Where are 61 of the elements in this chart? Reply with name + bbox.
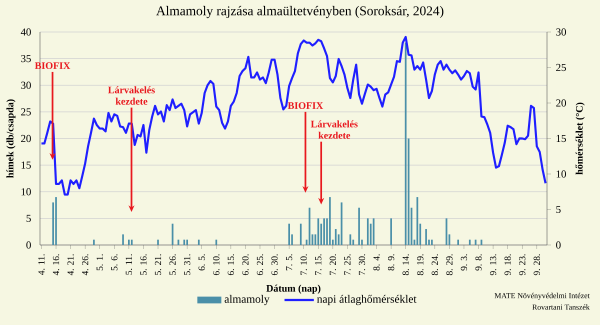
x-tick-label: 4. 21. [67,254,74,276]
x-tick-label: 7. 30. [358,254,366,275]
x-tick-label: 7. 20. [330,254,336,275]
x-tick-label: 5. 31. [184,254,190,275]
x-tick-label: 7. 25. [344,254,351,275]
x-tick-label: 6. 10. [213,254,220,276]
x-tick-label: 7. 10. [300,254,307,275]
x-tick-label: 5. 21. [154,254,162,275]
y2-tick-label: 10 [556,170,566,178]
x-tick-label: 9. 3. [460,254,468,271]
y-tick-label: 40 [20,28,31,36]
annotation: Lárvakelés kezdete [310,120,358,139]
y-tick-label: 10 [22,188,31,196]
annotation: Lárvakelés kezdete [108,86,155,105]
x-tick-label: 9. 28. [534,254,540,276]
x-tick-label: 5. 26. [169,254,176,275]
chart-title: Almamoly rajzása almaültetvényben (Soroksár, 2024) [156,6,444,18]
x-tick-label: 5. 1. [96,254,103,270]
x-tick-label: 8. 4. [373,254,380,270]
x-tick-label: 4. 11. [38,254,45,275]
x-tick-label: 6. 30. [271,254,278,276]
x-tick-label: 9. 13. [490,254,496,276]
x-tick-label: 8. 24. [432,254,438,276]
y2-tick-label: 5 [556,206,561,214]
x-tick-label: 6. 15. [228,254,234,276]
x-tick-label: 5. 6. [111,254,118,270]
x-tick-label: 6. 20. [242,254,249,276]
annotation: BIOFIX [288,102,324,109]
x-tick-label: 8. 9. [388,254,394,270]
x-tick-label: 6. 5. [198,254,205,270]
x-tick-label: 8. 29. [446,254,453,276]
x-tick-label: 9. 23. [519,254,526,276]
y-tick-label: 25 [21,108,31,116]
x-tick-label: 8. 19. [417,254,424,276]
y-tick-label: 20 [21,134,31,142]
y2-axis-title: hőmérséklet (°C) [576,102,585,175]
y-tick-label: 5 [26,214,31,222]
y2-tick-label: 30 [556,28,566,36]
x-tick-label: 7. 15. [315,254,322,275]
y-tick-label: 35 [21,55,31,62]
y2-tick-label: 20 [556,99,566,107]
y-tick-label: 15 [22,162,31,169]
y2-tick-label: 15 [556,134,566,142]
y2-tick-label: 25 [556,64,566,72]
x-tick-label: 5. 11. [126,254,132,275]
x-tick-label: 6. 25. [256,254,264,276]
x-tick-label: 7. 5. [286,254,292,270]
legend-label: almamoly [224,294,270,306]
x-tick-label: 5. 16. [140,254,147,275]
y2-tick-label: 0 [556,241,561,249]
x-tick-label: 9. 18. [504,254,511,276]
y-tick-label: 0 [26,241,31,249]
annotation: BIOFIX [34,62,70,70]
x-tick-label: 8. 14. [402,254,409,276]
x-tick-label: 4. 26. [82,254,88,276]
x-axis-title: Dátum (nap) [266,284,320,294]
x-tick-label: 4. 16. [52,254,60,276]
legend-label: napi átlaghőmérséklet [317,294,416,306]
x-tick-label: 9. 8. [475,254,482,271]
y-tick-label: 30 [21,82,31,89]
y-axis-title: hímek (db/csapda) [6,99,16,178]
